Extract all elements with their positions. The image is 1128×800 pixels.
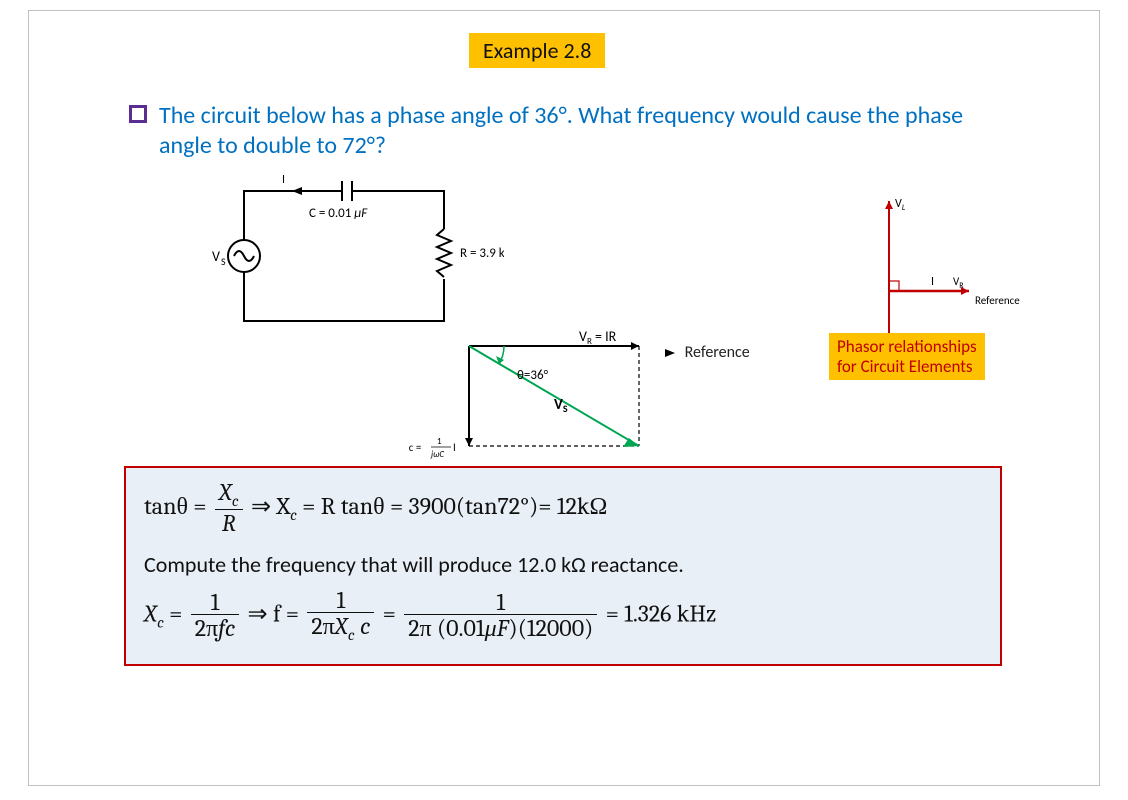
vs-tri-label: VS — [554, 396, 568, 415]
question-text: The circuit below has a phase angle of 3… — [159, 101, 989, 161]
vc-num: 1 — [437, 436, 442, 447]
phasor-caption: Phasor relationships for Circuit Element… — [829, 333, 985, 380]
theta-label: θ=36° — [517, 368, 549, 383]
bullet-icon — [129, 105, 147, 123]
circuit-diagram: V S I C = 0.01 μF R = 3.9 kΩ — [204, 171, 504, 351]
vs-sub: S — [221, 255, 226, 268]
c-label: C = 0.01 μF — [309, 206, 368, 221]
vl-label: VL — [895, 197, 906, 213]
example-title: Example 2.8 — [469, 33, 605, 68]
vr-label: VR = IR — [579, 331, 617, 347]
equation-1: tanθ = XcR ⇒ Xc = R tanθ = 3900(tan72°)=… — [144, 480, 982, 537]
vc-i: I — [453, 441, 456, 454]
vc-den: jωC — [430, 449, 444, 460]
reference-label-1: Reference — [665, 343, 750, 362]
vs-label: V — [212, 248, 220, 265]
vc-label: Vc = — [409, 441, 421, 454]
r-label: R = 3.9 kΩ — [460, 246, 504, 261]
phasor-triangle: VR = IR θ=36° VS Vc = 1 jωC I — [409, 331, 709, 471]
i-label: I — [282, 173, 285, 187]
solution-text: Compute the frequency that will produce … — [144, 551, 982, 578]
ref-phasor-label: Reference — [975, 294, 1020, 307]
vr-phasor-label: VR — [953, 275, 964, 291]
slide: Example 2.8 The circuit below has a phas… — [28, 10, 1100, 786]
solution-box: tanθ = XcR ⇒ Xc = R tanθ = 3900(tan72°)=… — [124, 466, 1002, 666]
equation-2: Xc = 12πfc ⇒ f = 12πXc c = 12π (0.01μF)(… — [144, 588, 982, 644]
i-phasor-label: I — [931, 275, 934, 289]
